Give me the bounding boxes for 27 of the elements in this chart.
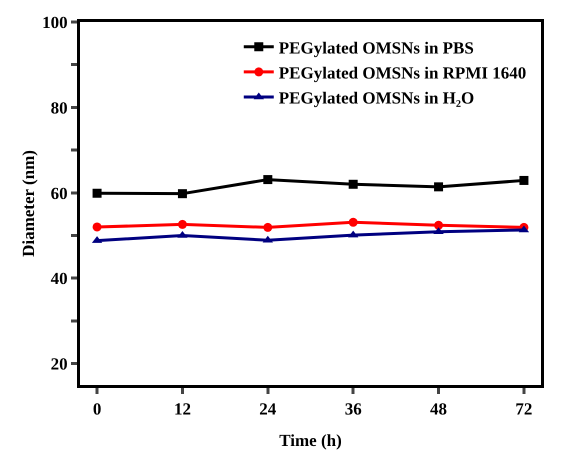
point <box>92 222 102 232</box>
point <box>519 176 528 185</box>
y-tick-label: 60 <box>50 184 68 203</box>
y-tick-label: 20 <box>50 354 68 374</box>
x-tick-label: 48 <box>430 399 448 418</box>
point <box>263 222 272 232</box>
y-tick-label: 80 <box>50 98 68 118</box>
x-tick-label: 12 <box>174 399 191 418</box>
point <box>263 175 272 184</box>
point <box>434 182 444 192</box>
point <box>92 188 102 198</box>
legend-label: PEGylated OMSNs in PBS <box>278 38 474 58</box>
y-tick-label: 40 <box>50 269 68 288</box>
point <box>434 220 444 230</box>
x-tick-label: 36 <box>344 399 362 418</box>
x-tick-label: 0 <box>92 399 102 418</box>
legend-label: PEGylated OMSNs in RPMI 1640 <box>278 64 526 83</box>
y-tick-label: 100 <box>42 12 68 32</box>
point <box>348 180 358 189</box>
point <box>178 220 187 229</box>
x-tick-label: 72 <box>515 399 532 418</box>
y-axis-title: Diameter (nm) <box>19 150 38 257</box>
x-axis-title: Time (h) <box>279 431 342 450</box>
legend-label: PEGylated OMSNs in H₂O <box>278 88 474 108</box>
point <box>348 218 358 227</box>
point <box>178 189 187 198</box>
x-tick-label: 24 <box>259 399 277 418</box>
